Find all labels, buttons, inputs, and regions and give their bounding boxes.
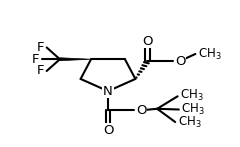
Text: CH$_3$: CH$_3$	[181, 102, 205, 117]
Text: CH$_3$: CH$_3$	[178, 115, 201, 130]
Text: F: F	[32, 53, 40, 66]
Text: O: O	[136, 104, 147, 117]
Text: CH$_3$: CH$_3$	[180, 88, 204, 103]
Text: F: F	[37, 41, 44, 54]
Text: CH$_3$: CH$_3$	[198, 46, 222, 61]
Text: O: O	[142, 35, 153, 47]
Polygon shape	[60, 58, 91, 61]
Text: O: O	[103, 124, 113, 137]
Text: N: N	[103, 85, 113, 98]
Text: F: F	[37, 65, 44, 77]
Text: O: O	[175, 55, 186, 68]
